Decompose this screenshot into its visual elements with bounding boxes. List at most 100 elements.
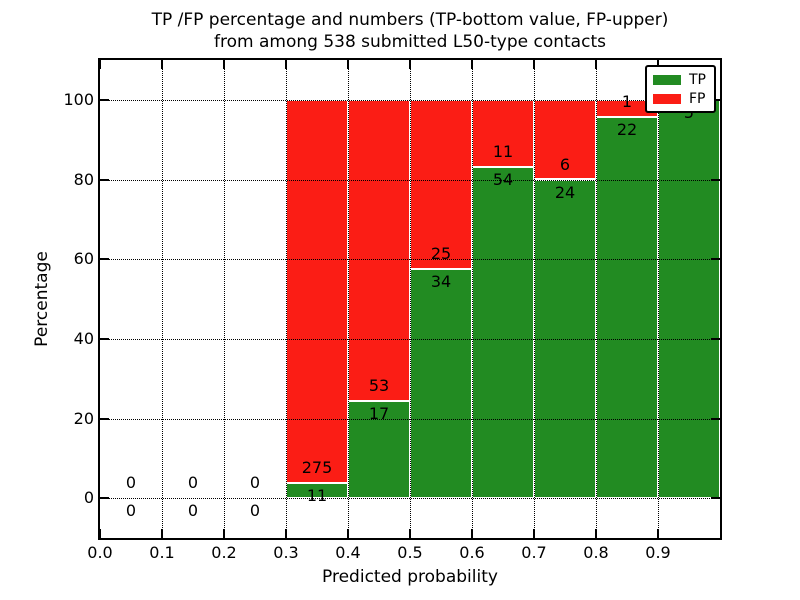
- bar-segment-tp: [348, 401, 410, 499]
- x-tick-label: 0.9: [645, 543, 671, 562]
- grid-line-vertical: [286, 60, 287, 538]
- x-axis-tick: [595, 529, 597, 538]
- fp-count-label: 275: [301, 457, 333, 477]
- tp-count-label: 0: [125, 501, 137, 521]
- chart-title-line-2: from among 538 submitted L50-type contac…: [214, 32, 606, 52]
- x-tick-label: 0.4: [335, 543, 361, 562]
- fp-count-label: 0: [125, 473, 137, 493]
- x-axis-tick: [223, 529, 225, 538]
- x-axis-tick: [99, 529, 101, 538]
- x-tick-label: 0.3: [273, 543, 299, 562]
- y-axis-tick-right: [711, 497, 720, 500]
- y-tick-label: 20: [73, 408, 94, 428]
- grid-line-vertical: [224, 60, 225, 538]
- y-axis-tick-right: [711, 417, 720, 420]
- y-tick-label: 40: [73, 328, 94, 348]
- x-tick-label: 0.6: [459, 543, 485, 562]
- tp-count-label: 54: [492, 170, 514, 190]
- tp-count-label: 34: [430, 271, 452, 291]
- x-axis-tick-top: [161, 60, 163, 69]
- x-tick-label: 0.1: [149, 543, 175, 562]
- fp-count-label: 6: [559, 154, 571, 174]
- y-axis-tick: [100, 258, 109, 261]
- y-axis-tick: [100, 417, 109, 420]
- tp-color-swatch: [653, 74, 681, 85]
- tp-count-label: 11: [306, 485, 328, 505]
- fp-color-swatch: [653, 93, 681, 104]
- x-axis-tick-top: [595, 60, 597, 69]
- y-axis-tick: [100, 337, 109, 340]
- legend-item-fp: FP: [653, 92, 708, 106]
- x-axis-tick-top: [223, 60, 225, 69]
- legend: TP FP: [645, 65, 716, 113]
- bar-segment-fp: [286, 99, 348, 483]
- grid-line-vertical: [596, 60, 597, 538]
- tp-count-label: 17: [368, 404, 390, 424]
- x-axis-tick: [409, 529, 411, 538]
- x-axis-tick-top: [533, 60, 535, 69]
- y-axis-tick: [100, 98, 109, 101]
- tp-count-label: 0: [187, 501, 199, 521]
- bar-segment-fp: [472, 99, 534, 168]
- x-tick-label: 0.5: [397, 543, 423, 562]
- x-tick-label: 0.0: [87, 543, 113, 562]
- y-tick-label: 60: [73, 249, 94, 269]
- y-tick-label: 80: [73, 169, 94, 189]
- bar-segment-tp: [658, 99, 720, 499]
- x-axis-tick: [161, 529, 163, 538]
- bar-segment-tp: [410, 268, 472, 499]
- grid-line-horizontal: [100, 418, 720, 420]
- legend-label-fp: FP: [689, 90, 706, 107]
- y-tick-label: 100: [63, 89, 94, 109]
- y-axis-tick-right: [711, 178, 720, 181]
- x-axis-tick: [657, 529, 659, 538]
- grid-line-vertical: [658, 60, 659, 538]
- x-tick-label: 0.2: [211, 543, 237, 562]
- grid-line-horizontal: [100, 99, 720, 101]
- x-axis-label: Predicted probability: [322, 567, 498, 587]
- x-axis-tick: [471, 529, 473, 538]
- grid-line-vertical: [348, 60, 349, 538]
- fp-count-label: 53: [368, 376, 390, 396]
- x-axis-tick: [533, 529, 535, 538]
- y-axis-tick: [100, 178, 109, 181]
- x-axis-tick-top: [347, 60, 349, 69]
- grid-line-horizontal: [100, 338, 720, 340]
- bar-segment-tp: [472, 167, 534, 499]
- y-tick-label: 0: [83, 488, 94, 508]
- x-axis-tick-top: [657, 60, 659, 69]
- fp-count-label: 11: [492, 142, 514, 162]
- grid-line-vertical: [472, 60, 473, 538]
- tp-count-label: 22: [616, 120, 638, 140]
- y-axis-tick: [100, 497, 109, 500]
- bar-segment-fp: [348, 99, 410, 402]
- x-axis-tick-top: [99, 60, 101, 69]
- fp-count-label: 0: [249, 473, 261, 493]
- x-axis-tick-top: [285, 60, 287, 69]
- fp-count-label: 0: [187, 473, 199, 493]
- y-axis-tick-right: [711, 337, 720, 340]
- plot-area: TP FP 0000002751153172534115462412205: [98, 58, 722, 540]
- x-tick-label: 0.7: [521, 543, 547, 562]
- x-axis-tick: [347, 529, 349, 538]
- x-axis-tick: [285, 529, 287, 538]
- legend-item-tp: TP: [653, 73, 708, 87]
- chart-title: TP /FP percentage and numbers (TP-bottom…: [100, 9, 720, 53]
- chart-title-line-1: TP /FP percentage and numbers (TP-bottom…: [151, 10, 669, 30]
- grid-line-vertical: [162, 60, 163, 538]
- bar-segment-tp: [596, 117, 658, 499]
- fp-count-label: 1: [621, 92, 633, 112]
- grid-line-vertical: [410, 60, 411, 538]
- x-axis-tick-top: [471, 60, 473, 69]
- legend-label-tp: TP: [689, 71, 706, 88]
- tp-count-label: 0: [249, 501, 261, 521]
- grid-line-horizontal: [100, 259, 720, 261]
- x-axis-tick-top: [409, 60, 411, 69]
- grid-line-horizontal: [100, 179, 720, 181]
- grid-line-vertical: [534, 60, 535, 538]
- fp-count-label: 25: [430, 243, 452, 263]
- tp-count-label: 24: [554, 182, 576, 202]
- grid-line-horizontal: [100, 498, 720, 500]
- x-tick-label: 0.8: [583, 543, 609, 562]
